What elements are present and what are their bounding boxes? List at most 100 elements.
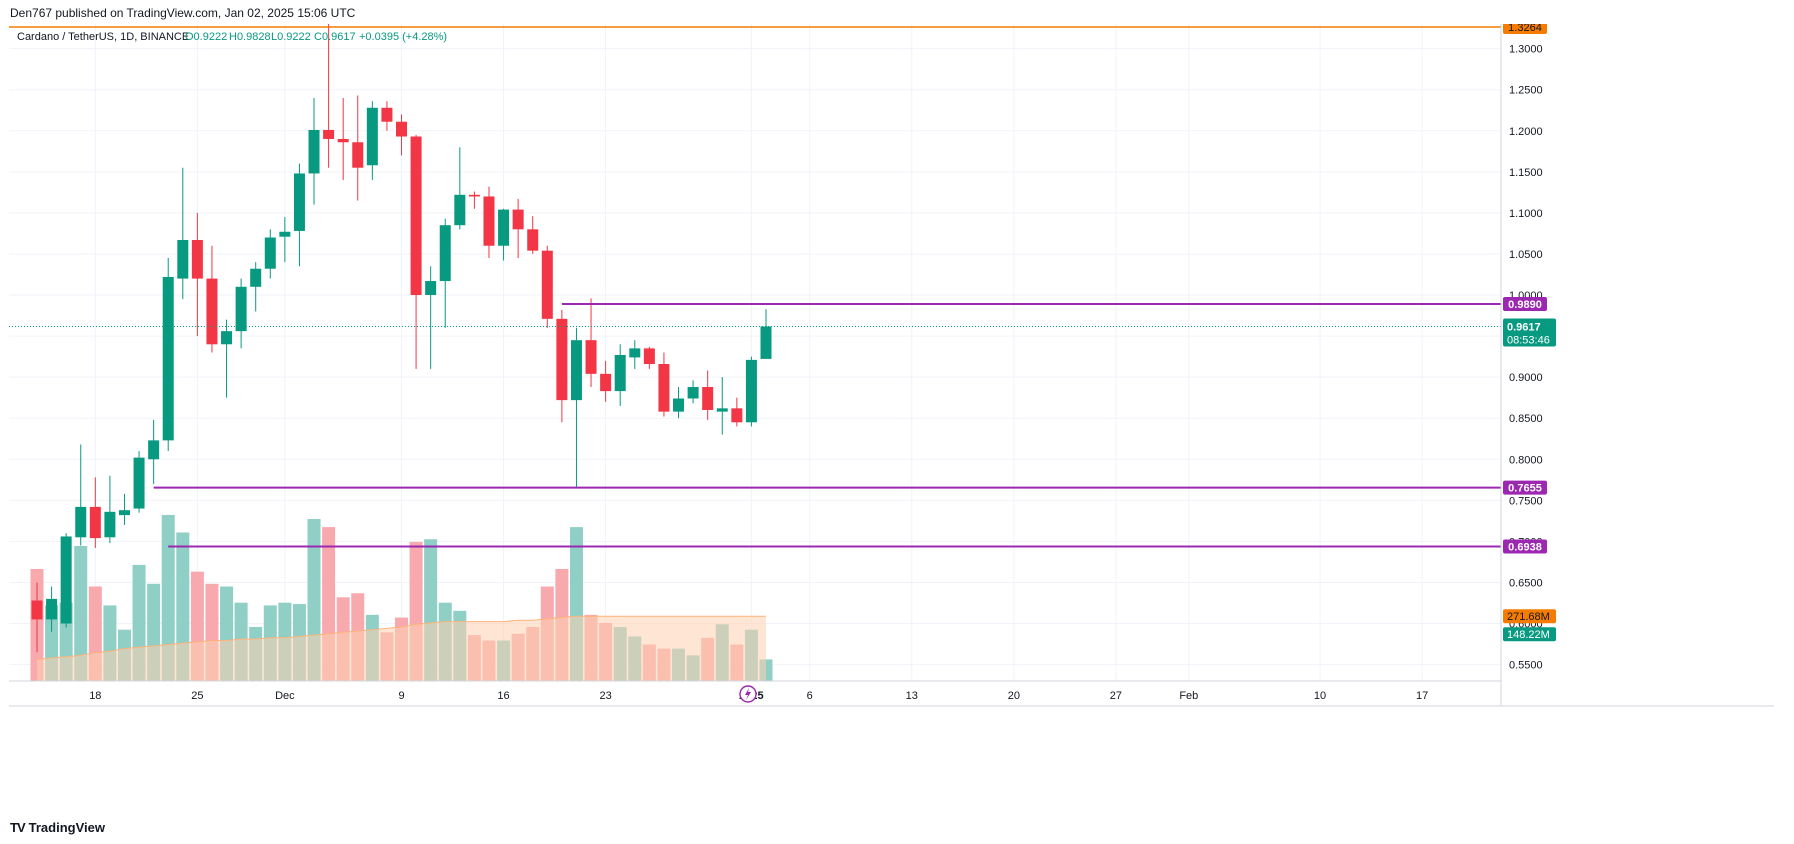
candle-body (31, 600, 43, 620)
x-tick-label: 13 (906, 690, 918, 702)
x-tick-label: 16 (497, 690, 509, 702)
volume-ma-area (37, 616, 766, 681)
candle-body (177, 239, 189, 279)
candle-body (643, 348, 655, 364)
candle (46, 586, 58, 632)
candlestick-chart[interactable]: 0.55000.60000.65000.70000.75000.80000.85… (9, 24, 1774, 809)
candle (498, 208, 510, 261)
candle (279, 216, 291, 263)
x-tick-label: 20 (1008, 690, 1020, 702)
candle-body (570, 340, 582, 401)
y-tick-label: 1.2000 (1509, 126, 1543, 138)
candle-body (191, 239, 203, 279)
candle-body (745, 359, 757, 423)
level-price-label-text: 0.7655 (1508, 483, 1542, 495)
candle (148, 419, 160, 484)
candle-body (716, 408, 728, 412)
candle (629, 340, 641, 369)
candle (600, 360, 612, 402)
y-tick-label: 1.0500 (1509, 249, 1543, 261)
candle (31, 582, 43, 653)
candle (614, 344, 626, 406)
candle (454, 147, 466, 230)
tradingview-logo[interactable]: TV TradingView (10, 820, 105, 835)
x-tick-label: 25 (191, 690, 203, 702)
y-tick-label: 1.1000 (1509, 208, 1543, 220)
candle (643, 346, 655, 369)
candle-body (410, 136, 422, 296)
candle (235, 278, 247, 349)
legend-open: O0.9222 (185, 31, 227, 43)
candle (60, 533, 72, 628)
volume-ma-label-text: 271.68M (1507, 611, 1550, 623)
candle-body (439, 225, 451, 282)
candle (410, 134, 422, 369)
candle (556, 309, 568, 423)
candle-body (206, 278, 218, 345)
candle-body (585, 340, 597, 374)
y-tick-label: 0.7500 (1509, 495, 1543, 507)
candle-body (133, 457, 145, 509)
lightning-icon[interactable] (739, 685, 757, 703)
current-price-label-text: 0.9617 (1507, 321, 1541, 333)
candle (512, 198, 524, 259)
candle (250, 262, 262, 312)
candle (191, 212, 203, 337)
candle-body (279, 231, 291, 237)
volume-ma-label (1503, 609, 1556, 624)
x-tick-label: 27 (1110, 690, 1122, 702)
y-tick-label: 1.3000 (1509, 44, 1543, 56)
candle (177, 167, 189, 300)
candle-body (366, 107, 378, 166)
candle-body (396, 121, 407, 137)
y-tick-label: 1.2500 (1509, 85, 1543, 97)
candle (483, 186, 495, 259)
candle-body (352, 142, 364, 168)
candle (118, 493, 130, 525)
candle (702, 370, 714, 420)
candle (366, 101, 378, 181)
publisher-caption: Den767 published on TradingView.com, Jan… (10, 6, 356, 20)
candle-body (498, 209, 510, 246)
x-tick-label: 18 (89, 690, 101, 702)
volume-label (1503, 627, 1556, 642)
candle-body (673, 398, 685, 412)
candle (468, 191, 480, 209)
x-tick-label: 17 (1416, 690, 1428, 702)
y-tick-label: 0.6500 (1509, 577, 1543, 589)
volume-bar (161, 514, 175, 681)
candle (585, 298, 597, 387)
candle-body (148, 440, 160, 460)
x-tick-label: 9 (398, 690, 404, 702)
candle-body (468, 194, 480, 197)
current-price-label (1503, 318, 1556, 347)
candle (104, 475, 116, 544)
candle (731, 397, 743, 427)
x-tick-label: Dec (275, 690, 295, 702)
candle-body (162, 276, 174, 441)
volume-ma-line (36, 615, 766, 660)
legend-high: H0.9828 (229, 31, 271, 43)
candle-body (293, 173, 305, 231)
candle-body (629, 348, 641, 358)
candle (352, 95, 364, 201)
tradingview-brand-text: TradingView (28, 820, 105, 835)
x-tick-label: 10 (1314, 690, 1326, 702)
y-tick-label: 0.9000 (1509, 372, 1543, 384)
candle (716, 377, 728, 435)
candle (264, 229, 276, 279)
level-price-label (1503, 480, 1547, 495)
candle-body (308, 129, 320, 174)
candle-body (731, 408, 743, 423)
candle-body (541, 250, 553, 319)
candle-body (425, 281, 437, 296)
candle-body (687, 386, 699, 399)
candle (745, 356, 757, 427)
candle-body (614, 354, 626, 392)
candle (687, 380, 699, 404)
candle-body (702, 386, 714, 410)
countdown-label-text: 08:53:46 (1507, 334, 1550, 346)
level-price-label (1503, 539, 1547, 554)
candle (425, 266, 437, 369)
candle-body (235, 286, 247, 332)
